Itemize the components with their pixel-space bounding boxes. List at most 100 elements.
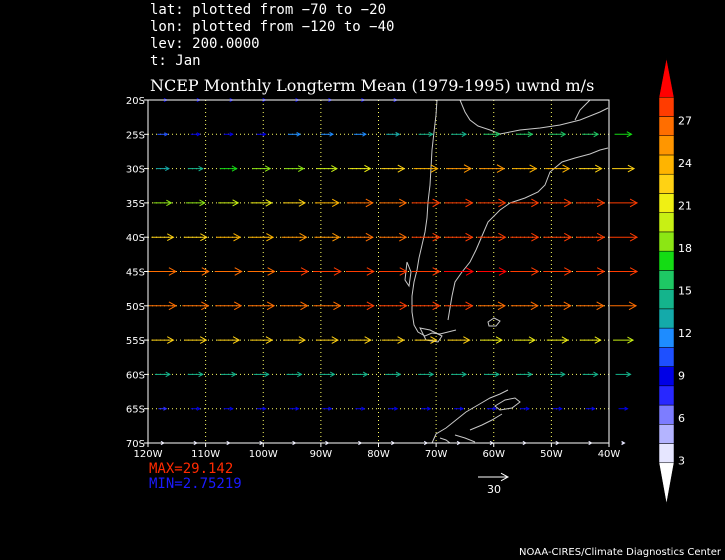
wind-vector (512, 164, 538, 173)
wind-vector (322, 406, 333, 411)
colorbar-segment (658, 404, 675, 425)
wind-vector (451, 131, 468, 138)
y-tick-label: 40S (126, 233, 145, 244)
wind-vector (250, 199, 273, 207)
wind-vector (552, 406, 563, 411)
x-tick-label: 40W (598, 449, 621, 460)
wind-vector (247, 267, 276, 276)
colorbar-segment (658, 135, 675, 156)
wind-vector (181, 267, 210, 276)
colorbar-segment (658, 154, 675, 175)
wind-vector (546, 336, 569, 344)
colorbar-segment (658, 116, 675, 136)
wind-vector (151, 336, 175, 344)
wind-vector (585, 406, 596, 411)
wind-vector (217, 336, 241, 344)
wind-vector (253, 371, 270, 378)
wind-vector (289, 406, 300, 411)
wind-vector (610, 301, 638, 311)
colorbar-segment (658, 366, 675, 387)
colorbar-label: 27 (678, 115, 692, 128)
wind-vector (543, 301, 572, 311)
wind-vector (444, 232, 474, 242)
wind-vector (345, 301, 375, 311)
colorbar: 3 6 9 12 15 18 21 24 27 (658, 57, 692, 505)
x-tick-label: 60W (482, 449, 505, 460)
wind-vector (184, 336, 208, 344)
wind-vector (477, 232, 507, 242)
wind-vector (516, 131, 534, 138)
wind-vector (483, 371, 500, 378)
x-tick-label: 90W (310, 449, 333, 460)
wind-vector (446, 164, 473, 173)
wind-vector (418, 131, 434, 137)
wind-vectors (148, 97, 639, 446)
wind-vector (614, 131, 633, 138)
colorbar-segment (658, 96, 675, 117)
wind-vector (576, 301, 605, 311)
wind-vector (576, 232, 606, 242)
wind-vector (214, 267, 243, 276)
wind-vector (381, 164, 406, 173)
wind-vector (190, 132, 201, 137)
wind-vector (543, 267, 573, 276)
wind-vector (349, 164, 372, 173)
colorbar-segment (658, 250, 675, 271)
header-time: t: Jan (150, 53, 201, 69)
wind-vector (355, 406, 366, 411)
wind-vector (190, 406, 201, 411)
wind-vector (314, 232, 341, 242)
wind-vector (477, 301, 506, 311)
colorbar-label: 15 (678, 285, 692, 298)
wind-vector (444, 267, 475, 276)
colorbar-label: 24 (678, 157, 692, 170)
wind-vector (313, 301, 342, 311)
wind-vector (385, 371, 402, 378)
wind-vector (444, 301, 474, 311)
x-tick-label: 110W (191, 449, 220, 460)
wind-vector (345, 267, 375, 276)
colorbar-label: 6 (678, 412, 685, 425)
wind-vector (187, 371, 204, 378)
wind-vector (346, 198, 374, 208)
wind-vector (480, 336, 503, 344)
wind-vector (320, 132, 334, 137)
plot-title: NCEP Monthly Longterm Mean (1979-1995) u… (150, 76, 595, 95)
y-tick-label: 25S (126, 130, 145, 141)
wind-vector (510, 198, 540, 208)
wind-vector (388, 406, 399, 411)
wind-vector (519, 406, 530, 411)
wind-vector (158, 406, 168, 411)
wind-vector (256, 406, 267, 411)
wind-vector (444, 198, 474, 208)
wind-vector (510, 301, 539, 311)
wind-vector (545, 164, 571, 173)
wind-vector (411, 232, 441, 242)
wind-vector (513, 336, 536, 344)
wind-vector (447, 336, 471, 344)
wind-vector (248, 301, 276, 311)
wind-vector (250, 336, 274, 344)
wind-vector (223, 132, 234, 137)
wind-vector (352, 371, 369, 378)
colorbar-label: 18 (678, 242, 692, 255)
colorbar-label: 9 (678, 370, 685, 383)
wind-vector (510, 267, 540, 276)
wind-vector (286, 371, 303, 378)
max-label: MAX=29.142 (149, 461, 234, 477)
colorbar-segment (658, 443, 675, 464)
y-tick-label: 50S (126, 302, 145, 313)
wind-vector (612, 164, 636, 173)
x-tick-label: 120W (134, 449, 163, 460)
wind-vector (284, 165, 305, 172)
wind-vector (148, 267, 177, 276)
wind-vector (218, 199, 240, 207)
wind-vector (411, 267, 441, 276)
wind-vector (153, 199, 173, 207)
colorbar-segment (658, 212, 675, 233)
wind-vector (576, 198, 606, 208)
y-tick-label: 30S (126, 165, 145, 176)
wind-vector (609, 267, 639, 276)
colorbar-segment (658, 308, 675, 329)
colorbar-segment (658, 270, 675, 290)
